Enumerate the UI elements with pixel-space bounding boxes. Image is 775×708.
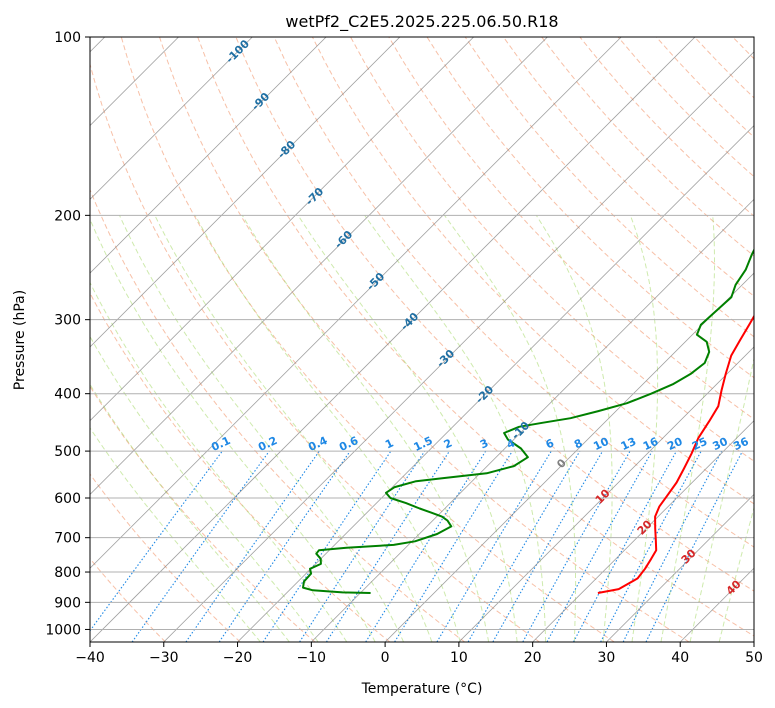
mixing-ratio-label: 30 [711,435,731,453]
moist-adiabat-line [629,215,659,642]
moist-adiabat-line [90,335,319,642]
moist-adiabat-line [90,427,261,642]
x-tick-label: −20 [223,650,253,666]
mixing-ratio-label: 25 [690,435,709,453]
mixing-ratio-line [546,450,653,642]
y-tick-label: 700 [54,531,81,547]
dry-adiabat-line [464,37,754,338]
mixing-ratio-line [218,450,351,642]
x-tick-label: −10 [297,650,327,666]
mixing-ratio-label: 10 [591,435,611,453]
isotherm-line [163,51,754,642]
y-tick-label: 100 [54,30,81,46]
x-tick-label: 20 [524,650,542,666]
x-tick-label: 10 [450,650,468,666]
moist-adiabat-line [90,218,376,642]
mixing-ratio-line [90,450,223,632]
y-tick-label: 900 [54,595,81,611]
mixing-ratio-line [365,450,487,642]
dry-adiabat-line [90,557,166,642]
moist-adiabat-line [364,215,547,642]
mixing-ratio-line [185,450,320,642]
moist-adiabat-line [297,215,518,642]
isotherm-line [458,346,754,642]
isotherm-line [90,37,696,642]
isotherm-line [384,272,754,642]
mixing-ratio-label: 13 [619,435,638,453]
grid-layer [90,37,775,642]
isotherm-line [90,37,548,496]
mixing-ratio-label: 16 [641,435,661,453]
isotherm-line [90,37,327,274]
isotherm-line [90,37,253,200]
temperature-line [597,314,754,594]
axis-layer: −40 −30 −20 −10 0 10 20 30 40 50 100 200 300 400 500 60… [45,30,763,666]
mixing-ratio-line [522,450,631,642]
dewpoint-line [302,248,754,594]
dry-adiabat-line [90,292,391,642]
x-tick-label: −40 [75,650,105,666]
mixing-ratio-line [325,450,450,642]
isotherm-line [237,124,754,642]
x-tick-label: −30 [149,650,179,666]
x-axis-title: Temperature (°C) [361,681,483,697]
series-layer [302,248,754,594]
x-tick-label: 40 [671,650,689,666]
mixing-ratio-line [645,450,743,642]
dry-adiabat-line [273,37,754,548]
plot-frame [89,36,755,643]
y-tick-label: 1000 [45,622,81,638]
moist-adiabat-line [90,281,348,642]
moist-adiabat-line [119,215,405,642]
mixing-ratio-line [299,450,426,642]
isotherm-line [90,37,401,348]
plot-background [90,37,754,642]
moist-adiabat-line [241,215,490,642]
isotherm-line [90,37,622,569]
dry-adiabat-line [771,37,775,642]
mixing-ratio-line [394,450,513,642]
moist-adiabat-line [535,215,613,642]
dry-adiabat-line [90,188,465,642]
y-tick-label: 400 [54,387,81,403]
mixing-ratio-line [436,450,552,642]
isotherm-line [753,641,754,642]
y-tick-label: 600 [54,491,81,507]
isotherm-line [532,420,754,642]
mixing-ratio-line [573,450,677,642]
y-tick-label: 300 [54,313,81,329]
y-tick-label: 200 [54,208,81,224]
mixing-ratio-line [622,450,723,642]
dry-adiabat-line [426,37,754,379]
mixing-ratio-line [131,450,270,642]
dry-adiabat-line [120,37,615,642]
dry-adiabat-line [235,37,754,592]
mixing-ratio-label: 36 [731,435,751,453]
dry-adiabat-line [90,473,241,642]
dry-adiabat-line [90,62,540,642]
x-tick-label: 30 [598,650,616,666]
isotherm-line [90,37,474,422]
isotherm-line [606,493,754,642]
x-tick-label: 0 [381,650,390,666]
mixing-ratio-line [262,450,392,642]
moist-adiabat-line [689,356,754,642]
y-tick-label: 800 [54,565,81,581]
mixing-ratio-line [600,450,702,642]
dry-adiabat-line [350,37,754,462]
y-axis-title: Pressure (hPa) [12,290,28,390]
chart-title: wetPf2_C2E5.2025.225.06.50.R18 [285,12,558,32]
moist-adiabat-line [194,215,461,642]
y-tick-label: 500 [54,444,81,460]
mixing-ratio-label: 20 [665,435,685,453]
x-tick-label: 50 [745,650,763,666]
